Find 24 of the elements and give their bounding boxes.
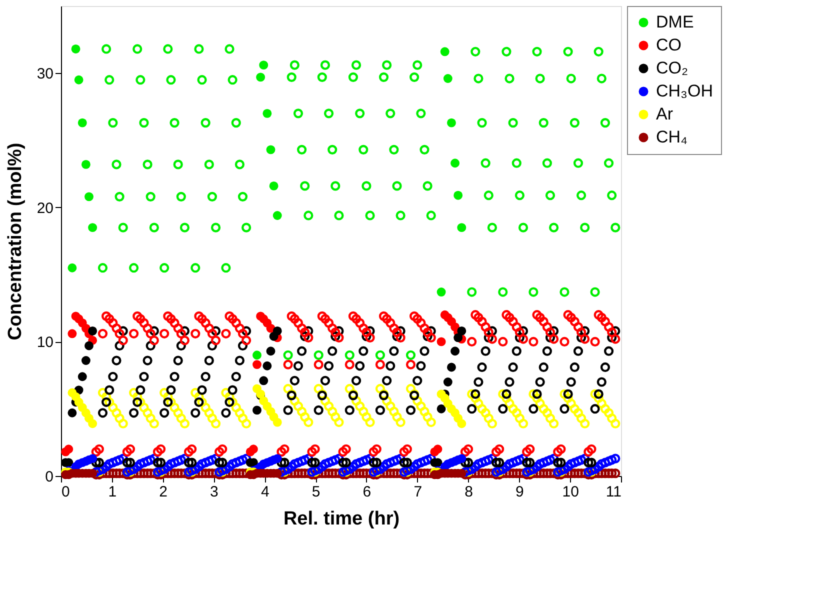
x-tick-label: 4 <box>260 484 270 500</box>
legend-label: CO₂ <box>656 58 688 78</box>
x-tick-label: 10 <box>562 484 579 500</box>
x-tick-label: 2 <box>159 484 168 500</box>
x-tick-label: 11 <box>606 484 622 500</box>
x-tick-label: 9 <box>516 484 524 500</box>
legend-label: DME <box>656 12 694 32</box>
y-tick-label: 10 <box>36 334 54 352</box>
x-tick-label: 1 <box>108 484 117 500</box>
legend-label: Ar <box>656 104 674 124</box>
x-axis-title: Rel. time (hr) <box>283 508 400 530</box>
legend-label: CO <box>656 36 682 54</box>
y-tick-label: 30 <box>36 66 54 83</box>
y-axis-title: Concentration (mol%) <box>4 142 26 340</box>
x-tick-label: 5 <box>312 484 320 500</box>
y-tick-label: 20 <box>36 200 54 217</box>
legend-label: CH₃OH <box>656 82 713 100</box>
y-tick-label: 0 <box>45 468 54 486</box>
x-tick-label: 0 <box>62 484 70 500</box>
x-tick-label: 3 <box>210 484 218 500</box>
legend-label: CH₄ <box>656 128 688 146</box>
x-tick-label: 7 <box>414 484 422 500</box>
x-tick-label: 8 <box>464 484 473 500</box>
x-tick-label: 6 <box>362 484 372 500</box>
